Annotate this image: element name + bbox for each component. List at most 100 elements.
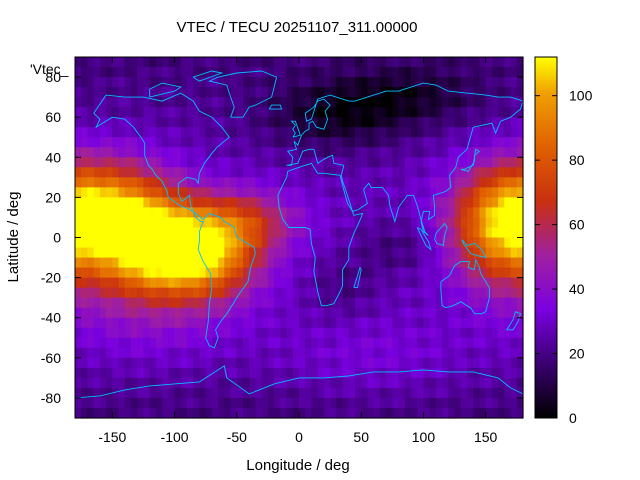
heatmap-cell xyxy=(99,127,107,138)
heatmap-cell xyxy=(249,137,257,148)
heatmap-cell xyxy=(305,137,313,148)
heatmap-cell xyxy=(193,327,201,339)
heatmap-cell xyxy=(236,127,244,138)
heatmap-cell xyxy=(342,67,350,78)
heatmap-cell xyxy=(205,87,213,98)
heatmap-cell xyxy=(516,197,524,209)
heatmap-cell xyxy=(460,227,468,239)
heatmap-cell xyxy=(131,257,138,269)
heatmap-cell xyxy=(379,377,387,389)
heatmap-cell xyxy=(205,187,213,198)
heatmap-cell xyxy=(435,157,443,168)
heatmap-cell xyxy=(255,217,263,229)
heatmap-cell xyxy=(87,197,95,209)
heatmap-cell xyxy=(106,207,113,219)
heatmap-cell xyxy=(317,147,325,158)
heatmap-cell xyxy=(224,77,232,88)
heatmap-cell xyxy=(143,297,151,309)
heatmap-cell xyxy=(106,307,113,319)
heatmap-cell xyxy=(305,227,313,239)
heatmap-cell xyxy=(460,67,468,78)
heatmap-cell xyxy=(454,177,462,188)
heatmap-cell xyxy=(429,387,437,399)
heatmap-cell xyxy=(112,357,120,369)
heatmap-cell xyxy=(491,337,499,349)
heatmap-cell xyxy=(305,187,313,198)
heatmap-cell xyxy=(386,347,393,359)
heatmap-cell xyxy=(442,377,449,389)
heatmap-cell xyxy=(255,337,263,349)
heatmap-cell xyxy=(267,77,275,88)
heatmap-cell xyxy=(81,107,89,118)
heatmap-cell xyxy=(392,187,400,198)
heatmap-cell xyxy=(305,97,313,108)
heatmap-cell xyxy=(187,147,194,158)
heatmap-cell xyxy=(218,147,225,158)
heatmap-cell xyxy=(137,327,145,339)
heatmap-cell xyxy=(99,97,107,108)
heatmap-cell xyxy=(435,117,443,128)
heatmap-cell xyxy=(193,77,201,88)
heatmap-cell xyxy=(479,287,487,299)
heatmap-cell xyxy=(311,337,319,349)
heatmap-cell xyxy=(386,217,393,229)
heatmap-cell xyxy=(411,357,418,369)
heatmap-cell xyxy=(124,147,132,158)
heatmap-cell xyxy=(479,217,487,229)
heatmap-cell xyxy=(429,407,437,419)
heatmap-cell xyxy=(81,207,89,219)
heatmap-cell xyxy=(174,317,182,329)
heatmap-cell xyxy=(112,337,120,349)
heatmap-cell xyxy=(87,337,95,349)
heatmap-cell xyxy=(249,377,257,389)
heatmap-cell xyxy=(249,407,257,419)
heatmap-cell xyxy=(491,147,499,158)
heatmap-cell xyxy=(218,317,225,329)
heatmap-cell xyxy=(155,207,163,219)
heatmap-cell xyxy=(112,227,120,239)
heatmap-cell xyxy=(274,397,281,409)
heatmap-cell xyxy=(299,387,306,399)
heatmap-cell xyxy=(442,97,449,108)
heatmap-cell xyxy=(367,137,375,148)
heatmap-cell xyxy=(510,227,518,239)
heatmap-cell xyxy=(460,357,468,369)
heatmap-cell xyxy=(311,227,319,239)
heatmap-cell xyxy=(491,407,499,419)
heatmap-cell xyxy=(75,247,82,259)
heatmap-cell xyxy=(435,387,443,399)
heatmap-cell xyxy=(411,287,418,299)
heatmap-cell xyxy=(149,307,157,319)
heatmap-cell xyxy=(131,407,138,419)
heatmap-cell xyxy=(417,137,425,148)
heatmap-cell xyxy=(448,197,456,209)
heatmap-cell xyxy=(199,237,207,249)
heatmap-cell xyxy=(174,57,182,68)
heatmap-cell xyxy=(211,167,219,178)
heatmap-cell xyxy=(386,277,393,289)
heatmap-cell xyxy=(398,307,406,319)
heatmap-cell xyxy=(479,67,487,78)
heatmap-cell xyxy=(379,367,387,379)
heatmap-cell xyxy=(379,307,387,319)
heatmap-cell xyxy=(379,387,387,399)
heatmap-cell xyxy=(155,57,163,68)
heatmap-cell xyxy=(249,347,257,359)
heatmap-cell xyxy=(348,367,356,379)
heatmap-cell xyxy=(267,117,275,128)
heatmap-cell xyxy=(162,277,169,289)
heatmap-cell xyxy=(417,217,425,229)
heatmap-cell xyxy=(149,197,157,209)
heatmap-cell xyxy=(311,127,319,138)
heatmap-cell xyxy=(81,347,89,359)
heatmap-cell xyxy=(379,337,387,349)
colorbar-tick-label: 60 xyxy=(569,217,585,233)
heatmap-cell xyxy=(386,317,393,329)
heatmap-cell xyxy=(280,127,288,138)
heatmap-cell xyxy=(435,107,443,118)
heatmap-cell xyxy=(162,337,169,349)
heatmap-cell xyxy=(442,67,449,78)
heatmap-cell xyxy=(218,377,225,389)
heatmap-cell xyxy=(392,107,400,118)
